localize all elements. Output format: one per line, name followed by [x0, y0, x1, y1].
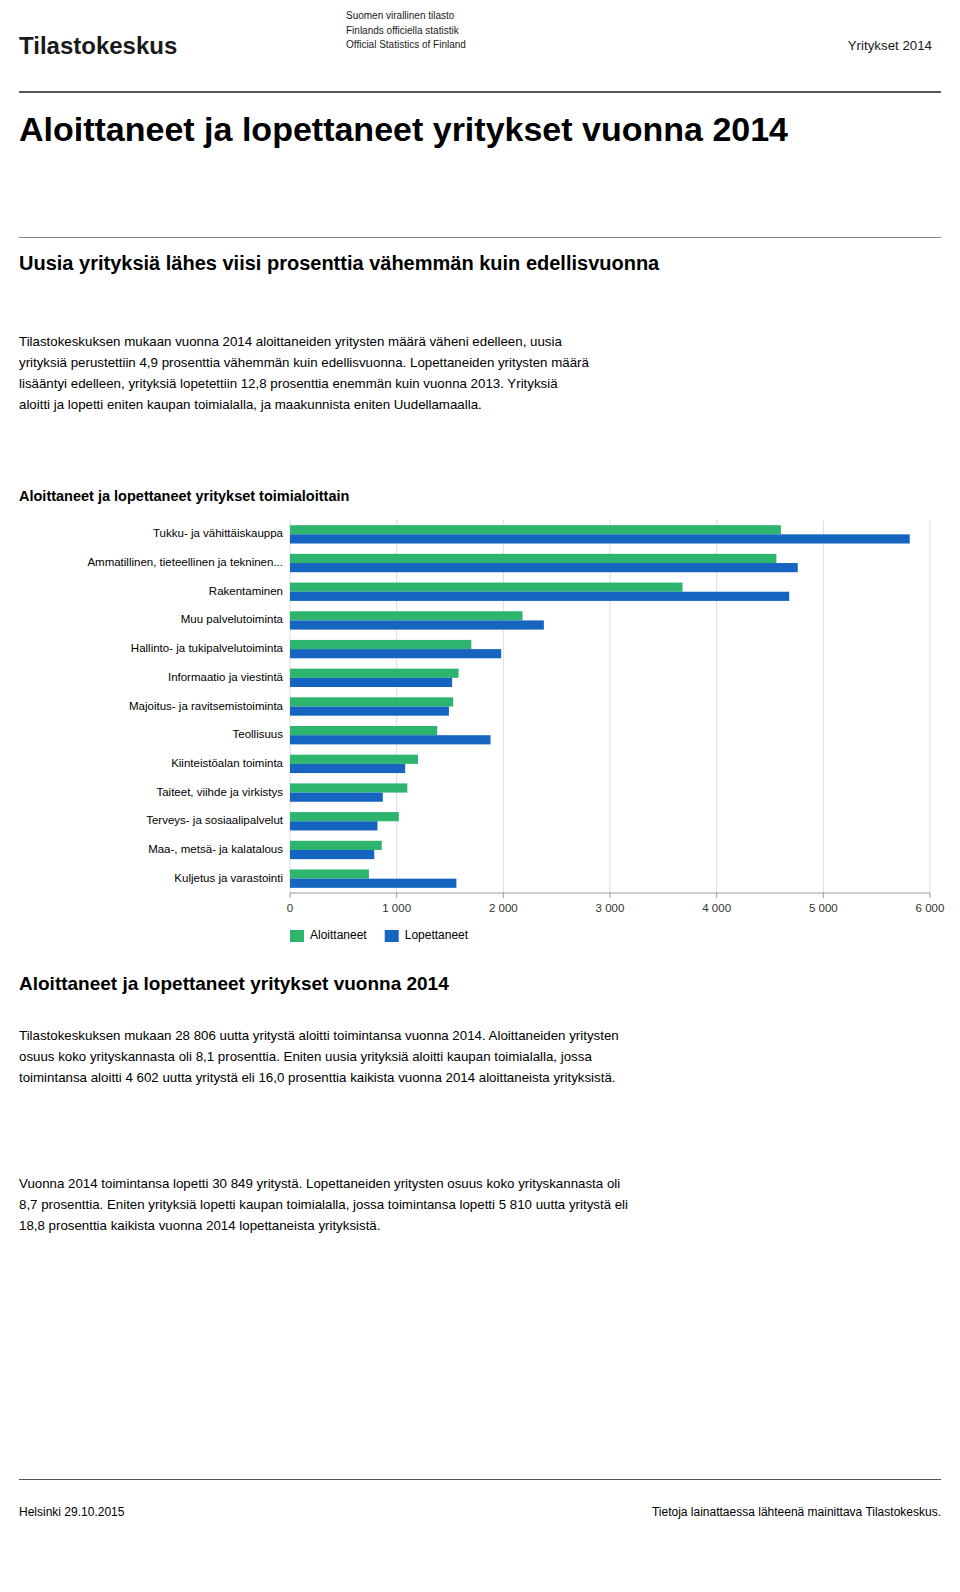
- body-text: aloitti ja lopetti eniten kaupan toimial…: [19, 394, 482, 415]
- body-text: yrityksiä perustettiin 4,9 prosenttia vä…: [19, 352, 589, 373]
- bar: [290, 841, 382, 850]
- bar: [290, 697, 453, 706]
- tick-label: 2 000: [489, 902, 518, 914]
- divider: [19, 91, 941, 93]
- bar: [290, 649, 501, 658]
- header-right: Yritykset 2014: [848, 38, 932, 54]
- header-brand: Tilastokeskus: [19, 30, 177, 62]
- category-label: Terveys- ja sosiaalipalvelut: [146, 814, 284, 826]
- header-org: Official Statistics of Finland: [346, 38, 466, 52]
- grid-line: [823, 520, 824, 893]
- bar: [290, 554, 776, 563]
- category-label: Kiinteistöalan toiminta: [171, 757, 283, 769]
- bar: [290, 879, 456, 888]
- legend-label: Lopettaneet: [405, 928, 469, 942]
- tick-label: 1 000: [382, 902, 411, 914]
- bar: [290, 640, 471, 649]
- bar: [290, 764, 405, 773]
- tick-mark: [503, 893, 504, 898]
- tick-mark: [716, 893, 717, 898]
- bar: [290, 783, 407, 792]
- main-title: Aloittaneet ja lopettaneet yritykset vuo…: [19, 110, 941, 149]
- category-label: Kuljetus ja varastointi: [174, 872, 283, 884]
- category-label: Maa-, metsä- ja kalatalous: [148, 843, 283, 855]
- divider: [19, 237, 941, 238]
- category-label: Muu palvelutoiminta: [181, 613, 284, 625]
- bar: [290, 583, 683, 592]
- grid-line: [930, 520, 931, 893]
- bar: [290, 869, 369, 878]
- category-label: Informaatio ja viestintä: [168, 671, 284, 683]
- divider: [19, 1479, 941, 1480]
- chart: 0 1 000 2 000 3 000 4 000 5 000 6 000 Tukku- ja…: [0, 508, 960, 953]
- body-text: osuus koko yrityskannasta oli 8,1 prosen…: [19, 1046, 592, 1067]
- category-label: Ammatillinen, tieteellinen ja tekninen..…: [87, 556, 283, 568]
- tick-label: 5 000: [809, 902, 838, 914]
- bar: [290, 812, 399, 821]
- section-title: Aloittaneet ja lopettaneet yritykset vuo…: [19, 972, 449, 996]
- body-text: lisääntyi edelleen, yrityksiä lopetettii…: [19, 373, 558, 394]
- tick-label: 0: [287, 902, 293, 914]
- category-label: Hallinto- ja tukipalvelutoiminta: [131, 642, 284, 654]
- bar: [290, 755, 418, 764]
- x-axis-line: [290, 893, 930, 894]
- body-text: 18,8 prosenttia kaikista vuonna 2014 lop…: [19, 1215, 380, 1236]
- body-text: Tilastokeskuksen mukaan 28 806 uutta yri…: [19, 1025, 619, 1046]
- body-text: Tilastokeskuksen mukaan vuonna 2014 aloi…: [19, 331, 562, 352]
- bar: [290, 525, 781, 534]
- bar: [290, 850, 374, 859]
- tick-label: 3 000: [596, 902, 625, 914]
- category-label: Tukku- ja vähittäiskauppa: [153, 527, 284, 539]
- bar: [290, 735, 491, 744]
- legend-swatch: [385, 930, 399, 942]
- grid-line: [610, 520, 611, 893]
- bar: [290, 620, 544, 629]
- grid-line: [716, 520, 717, 893]
- tick-mark: [823, 893, 824, 898]
- bar: [290, 678, 452, 687]
- body-text: 8,7 prosenttia. Eniten yrityksiä lopetti…: [19, 1194, 628, 1215]
- legend-swatch: [290, 930, 304, 942]
- bar: [290, 534, 910, 543]
- grid-line: [503, 520, 504, 893]
- header-org: Finlands officiella statistik: [346, 24, 459, 38]
- footer-right: Tietoja lainattaessa lähteenä mainittava…: [652, 1504, 941, 1520]
- tick-mark: [930, 893, 931, 898]
- chart-title: Aloittaneet ja lopettaneet yritykset toi…: [19, 487, 349, 505]
- category-label: Taiteet, viihde ja virkistys: [156, 786, 283, 798]
- subtitle: Uusia yrityksiä lähes viisi prosenttia v…: [19, 250, 659, 276]
- bar: [290, 611, 523, 620]
- tick-label: 6 000: [916, 902, 945, 914]
- category-label: Rakentaminen: [209, 585, 283, 597]
- header-org: Suomen virallinen tilasto: [346, 9, 454, 23]
- body-text: toimintansa aloitti 4 602 uutta yritystä…: [19, 1067, 615, 1088]
- bar: [290, 793, 383, 802]
- page: Tilastokeskus Suomen virallinen tilastoFi…: [0, 0, 960, 1592]
- bar: [290, 726, 437, 735]
- tick-mark: [610, 893, 611, 898]
- tick-mark: [396, 893, 397, 898]
- bar: [290, 592, 789, 601]
- bar: [290, 707, 449, 716]
- legend-label: Aloittaneet: [310, 928, 367, 942]
- category-label: Majoitus- ja ravitsemistoiminta: [129, 700, 284, 712]
- tick-mark: [290, 893, 291, 898]
- bars: [290, 525, 910, 888]
- bar: [290, 669, 459, 678]
- bar: [290, 563, 798, 572]
- footer-left: Helsinki 29.10.2015: [19, 1504, 124, 1520]
- bar: [290, 821, 377, 830]
- body-text: Vuonna 2014 toimintansa lopetti 30 849 y…: [19, 1173, 620, 1194]
- category-label: Teollisuus: [233, 728, 284, 740]
- tick-label: 4 000: [702, 902, 731, 914]
